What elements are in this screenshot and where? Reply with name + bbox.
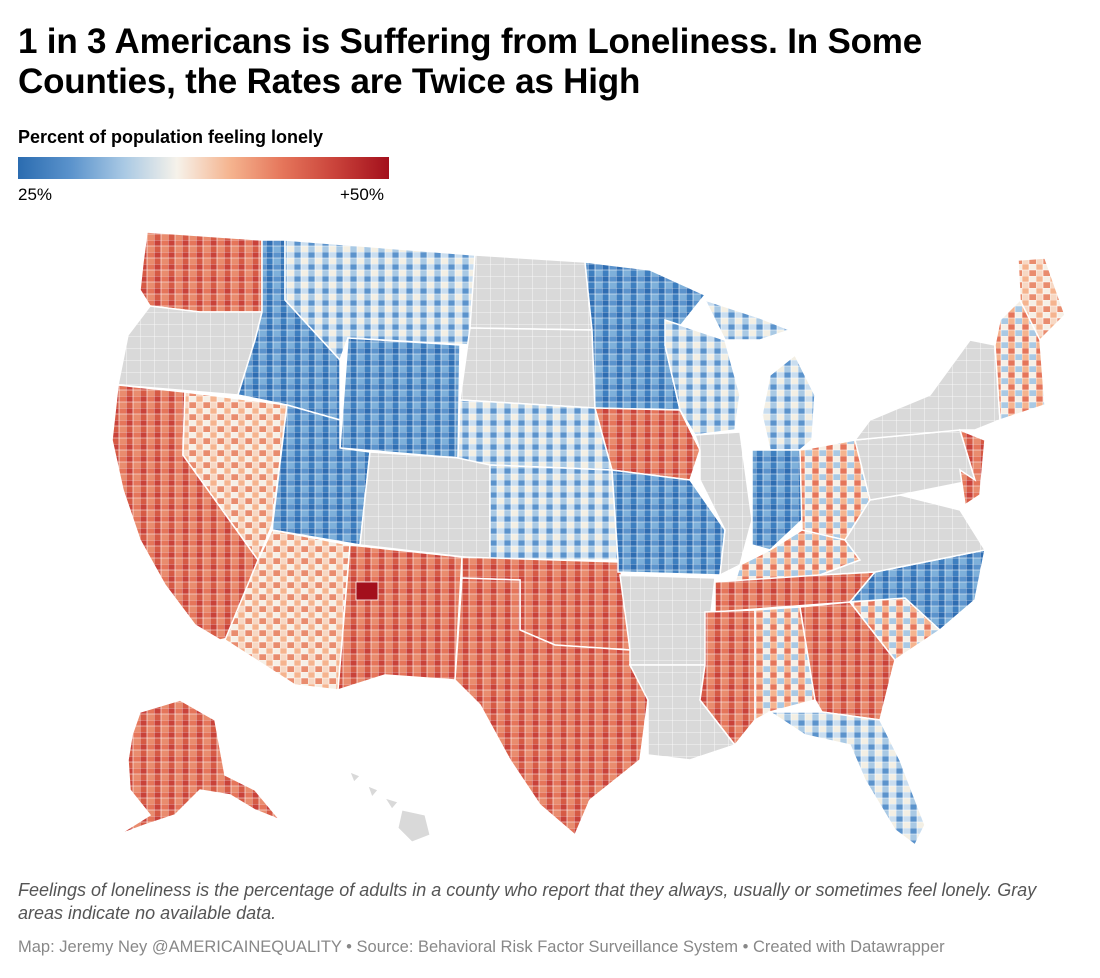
dark-red-county [355,581,379,601]
state-washington [139,231,263,313]
state-nebraska [457,399,613,471]
legend-title: Percent of population feeling lonely [18,127,324,147]
state-new-york [853,339,1001,441]
state-arkansas [619,574,716,666]
state-oregon [117,305,263,396]
state-indiana [751,449,803,551]
legend-color-scale [18,157,389,179]
chart-title: 1 in 3 Americans is Suffering from Lonel… [18,22,922,101]
state-wyoming [339,337,461,459]
state-colorado [359,451,491,561]
state-hawaii [349,771,431,843]
state-north-dakota [469,254,593,331]
map-credits: Map: Jeremy Ney @AMERICAINEQUALITY • Sou… [18,938,945,956]
state-michigan-upper [703,298,793,341]
state-iowa [594,407,701,481]
state-new-jersey [958,428,986,507]
legend-min-label: 25% [18,185,53,204]
state-florida [767,711,926,847]
state-texas [454,577,649,837]
state-michigan [761,353,816,451]
state-wisconsin [664,318,741,436]
legend-max-label: +50% [340,185,384,204]
state-pennsylvania [854,429,976,501]
us-county-loneliness-map [111,231,1066,847]
state-kansas [489,464,619,561]
state-alabama [754,606,816,722]
state-new-mexico [337,544,463,692]
state-south-dakota [459,327,596,409]
state-illinois [693,431,753,577]
state-nevada [182,391,288,562]
state-alaska [117,699,281,836]
map-footnote: Feelings of loneliness is the percentage… [18,880,1037,923]
state-maine [1017,257,1066,342]
